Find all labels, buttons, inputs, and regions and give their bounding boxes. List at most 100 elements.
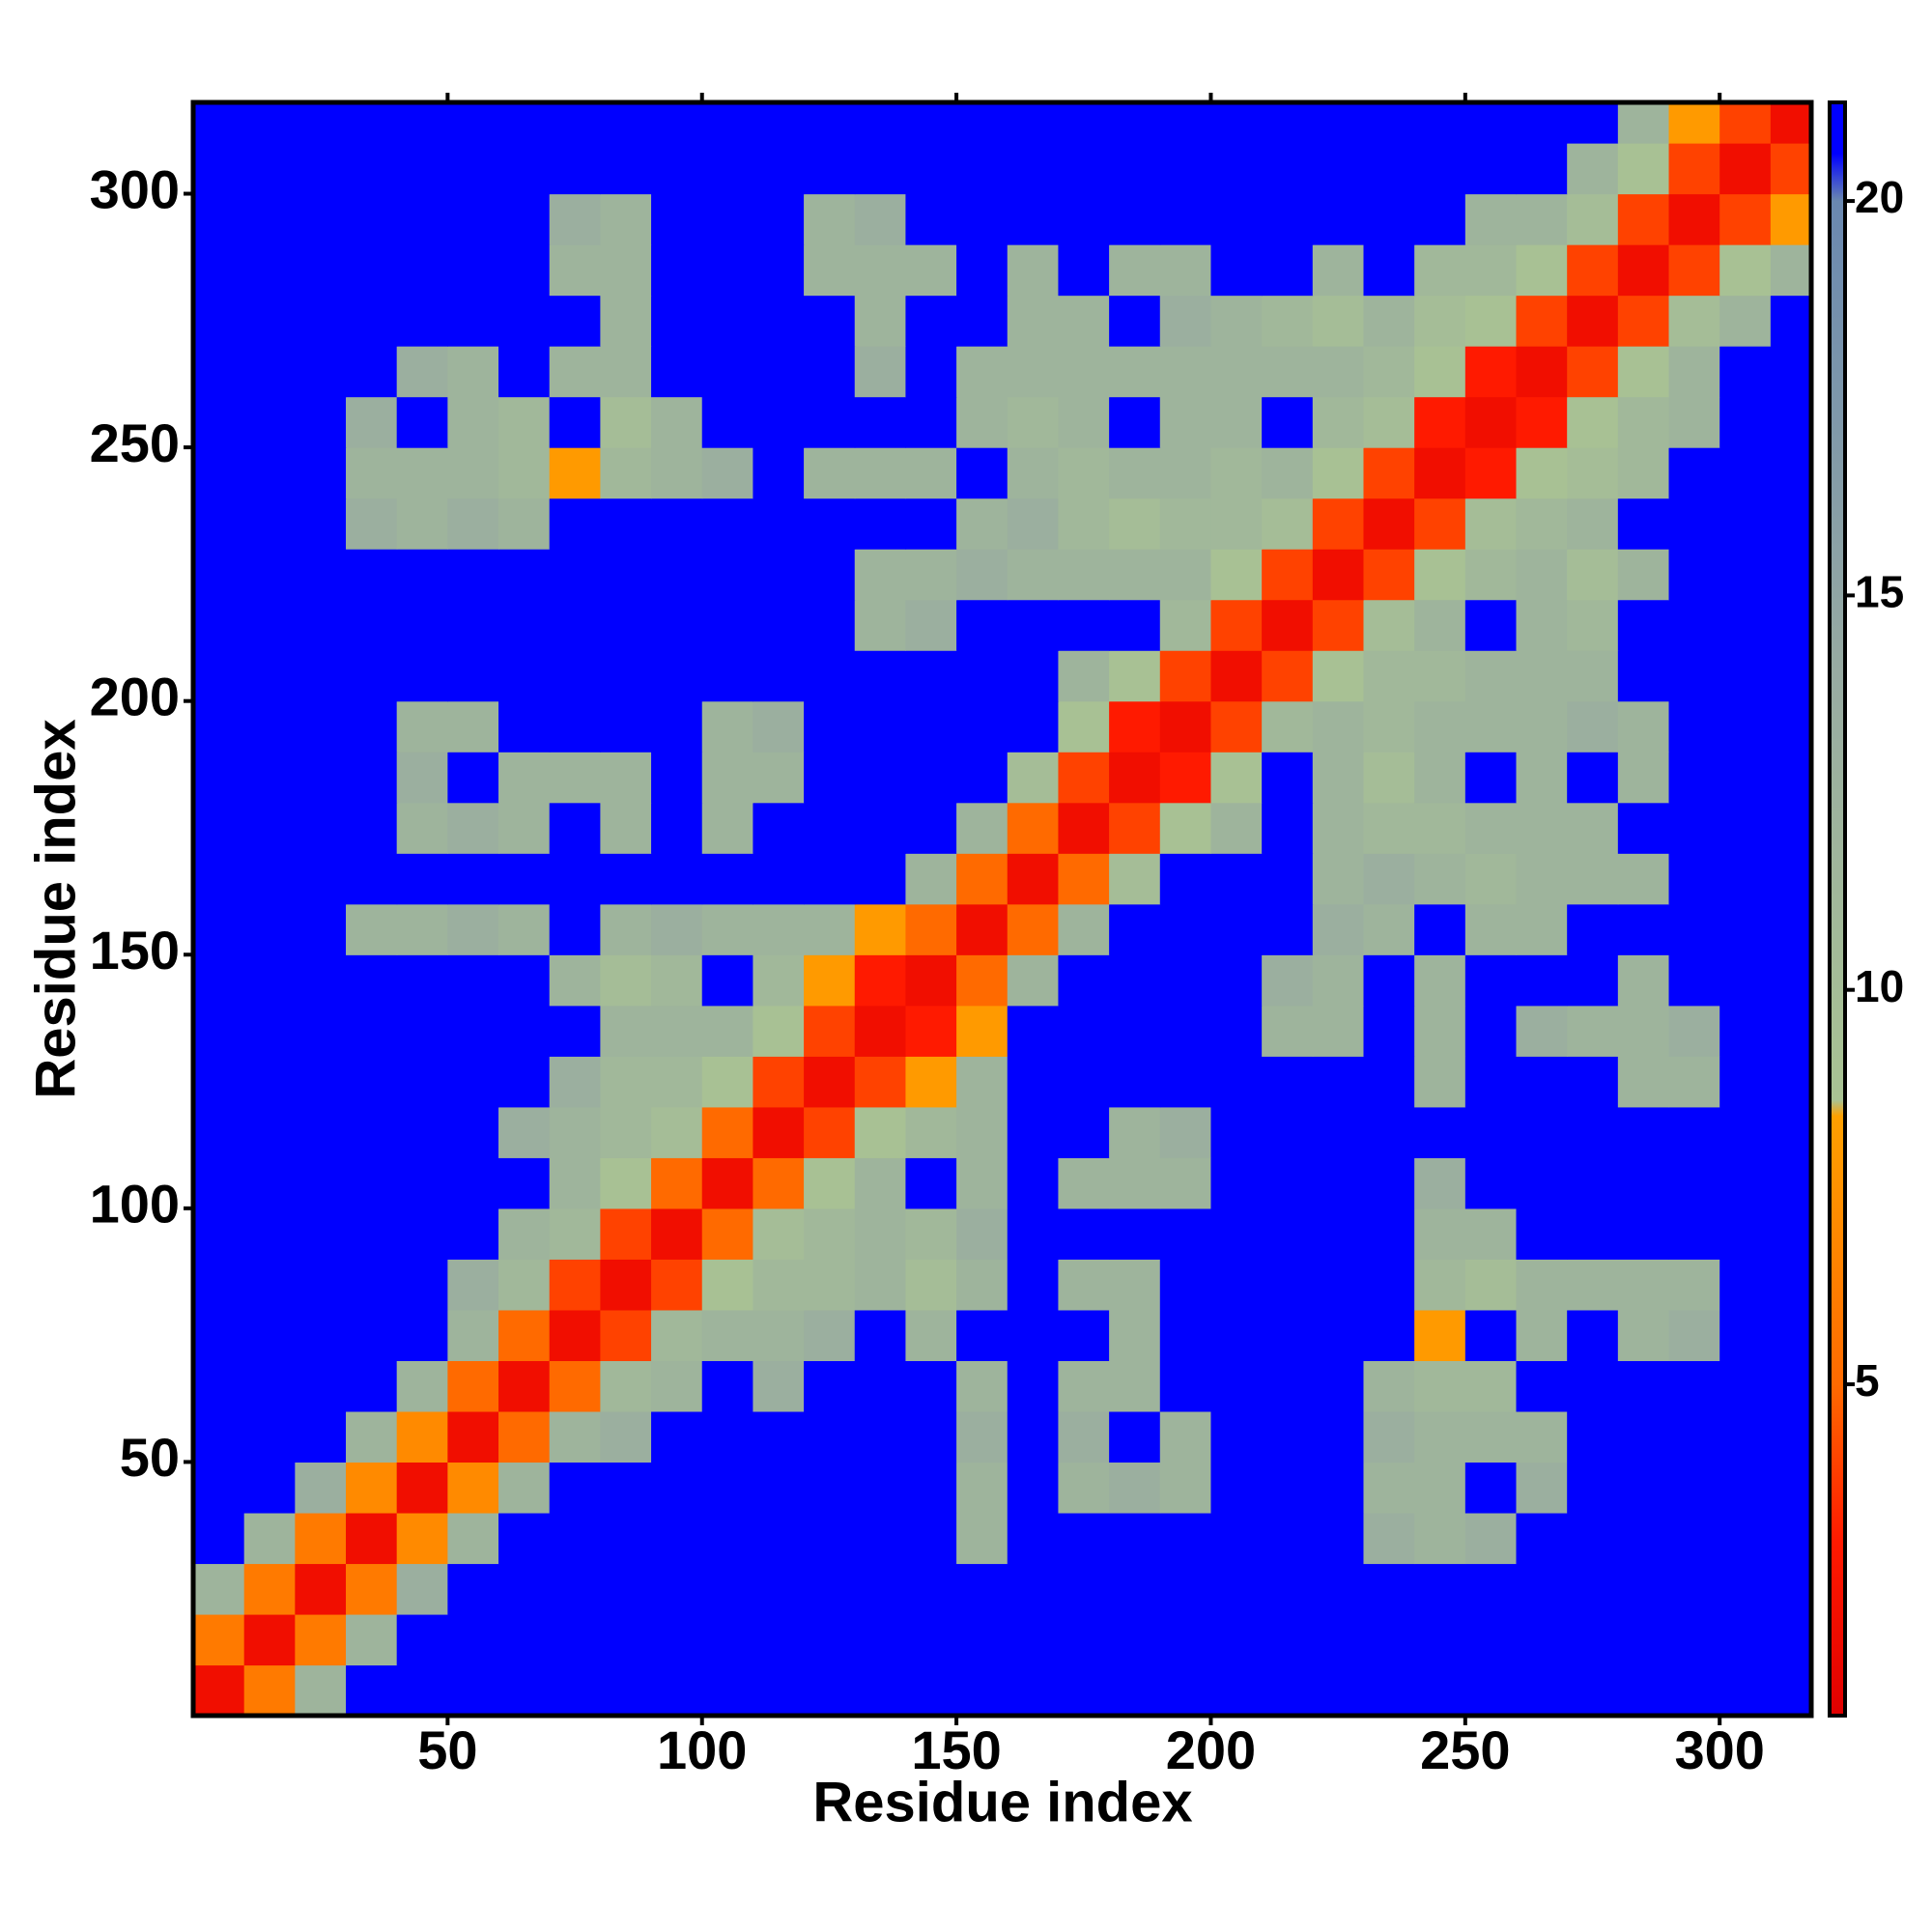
- heatmap-cell: [1210, 1208, 1263, 1260]
- heatmap-cell: [498, 143, 551, 195]
- heatmap-cell: [243, 346, 296, 398]
- heatmap-cell: [243, 1613, 296, 1666]
- heatmap-cell: [854, 1563, 907, 1615]
- heatmap-cell: [1567, 1309, 1619, 1361]
- heatmap-cell: [1058, 954, 1110, 1007]
- heatmap-cell: [1516, 1563, 1568, 1615]
- heatmap-cell: [498, 396, 551, 448]
- heatmap-cell: [1464, 497, 1518, 550]
- heatmap-cell: [651, 650, 703, 702]
- heatmap-cell: [804, 1056, 856, 1108]
- heatmap-cell: [1617, 447, 1670, 499]
- heatmap-cell: [701, 1157, 754, 1209]
- heatmap-cell: [956, 700, 1009, 753]
- heatmap-cell: [549, 1410, 601, 1463]
- heatmap-cell: [1668, 1410, 1720, 1463]
- heatmap-cell: [1262, 1512, 1314, 1565]
- heatmap-cell: [1567, 497, 1619, 550]
- heatmap-cell: [1464, 903, 1518, 955]
- heatmap-cell: [193, 244, 245, 297]
- heatmap-cell: [1516, 802, 1568, 854]
- heatmap-cell: [1109, 497, 1161, 550]
- heatmap-cell: [346, 497, 398, 550]
- heatmap-cell: [295, 143, 347, 195]
- heatmap-cell: [1262, 1005, 1314, 1057]
- heatmap-cell: [1363, 497, 1415, 550]
- heatmap-cell: [1210, 1157, 1263, 1209]
- heatmap-cell: [1516, 295, 1568, 347]
- heatmap-cell: [1159, 346, 1212, 398]
- heatmap-cell: [1567, 244, 1619, 297]
- heatmap-cell: [600, 1613, 652, 1666]
- heatmap-cell: [1516, 1259, 1568, 1311]
- heatmap-cell: [1007, 102, 1060, 144]
- heatmap-cell: [1668, 1208, 1720, 1260]
- heatmap-cell: [193, 752, 245, 804]
- heatmap-cell: [1567, 447, 1619, 499]
- heatmap-cell: [193, 295, 245, 347]
- heatmap-cell: [1109, 903, 1161, 955]
- heatmap-cell: [243, 1563, 296, 1615]
- heatmap-cell: [600, 497, 652, 550]
- heatmap-cell: [854, 346, 907, 398]
- heatmap-cell: [1312, 1360, 1365, 1412]
- heatmap-cell: [1668, 1157, 1720, 1209]
- heatmap-cell: [600, 1410, 652, 1463]
- heatmap-cell: [1058, 396, 1110, 448]
- heatmap-cell: [1007, 1157, 1060, 1209]
- heatmap-cell: [956, 1613, 1009, 1666]
- heatmap-cell: [1516, 1613, 1568, 1666]
- heatmap-cell: [651, 549, 703, 601]
- heatmap-cell: [1363, 1106, 1415, 1158]
- heatmap-cell: [295, 1664, 347, 1717]
- heatmap-cell: [1464, 1462, 1518, 1514]
- heatmap-cell: [1464, 700, 1518, 753]
- heatmap-cell: [1617, 1360, 1670, 1412]
- heatmap-cell: [1464, 599, 1518, 651]
- heatmap-cell: [1719, 700, 1772, 753]
- heatmap-cell: [1464, 1664, 1518, 1717]
- heatmap-cell: [1312, 1512, 1365, 1565]
- heatmap-cell: [396, 599, 448, 651]
- heatmap-cell: [295, 1360, 347, 1412]
- heatmap-cell: [1312, 1563, 1365, 1615]
- heatmap-cell: [1617, 1462, 1670, 1514]
- heatmap-cell: [804, 700, 856, 753]
- heatmap-cell: [1312, 1309, 1365, 1361]
- heatmap-cell: [1210, 700, 1263, 753]
- heatmap-cell: [1567, 954, 1619, 1007]
- heatmap-cell: [1516, 650, 1568, 702]
- heatmap-cell: [1058, 1208, 1110, 1260]
- heatmap-cell: [447, 1410, 499, 1463]
- colorbar-tick-label: 20: [1855, 172, 1904, 222]
- heatmap-cell: [498, 244, 551, 297]
- heatmap-cell: [651, 954, 703, 1007]
- heatmap-cell: [498, 1157, 551, 1209]
- heatmap-cell: [346, 1106, 398, 1158]
- heatmap-cell: [854, 700, 907, 753]
- heatmap-cell: [701, 1208, 754, 1260]
- heatmap-cell: [243, 497, 296, 550]
- x-tick-label: 100: [657, 1719, 747, 1780]
- heatmap-cell: [651, 1157, 703, 1209]
- heatmap-cell: [346, 650, 398, 702]
- heatmap-cell: [600, 143, 652, 195]
- heatmap-cell: [1617, 143, 1670, 195]
- heatmap-cell: [753, 1157, 805, 1209]
- heatmap-cell: [1262, 1613, 1314, 1666]
- heatmap-cell: [804, 752, 856, 804]
- heatmap-cell: [1414, 549, 1466, 601]
- heatmap-cell: [1516, 1664, 1568, 1717]
- heatmap-cell: [1109, 1259, 1161, 1311]
- heatmap-cell: [854, 102, 907, 144]
- heatmap-cell: [1312, 1462, 1365, 1514]
- heatmap-cell: [804, 1410, 856, 1463]
- heatmap-cell: [600, 1208, 652, 1260]
- heatmap-cell: [447, 497, 499, 550]
- heatmap-cell: [1058, 1563, 1110, 1615]
- heatmap-cell: [600, 193, 652, 245]
- heatmap-cell: [1109, 102, 1161, 144]
- heatmap-cell: [1363, 700, 1415, 753]
- heatmap-cell: [753, 244, 805, 297]
- heatmap-cell: [854, 1613, 907, 1666]
